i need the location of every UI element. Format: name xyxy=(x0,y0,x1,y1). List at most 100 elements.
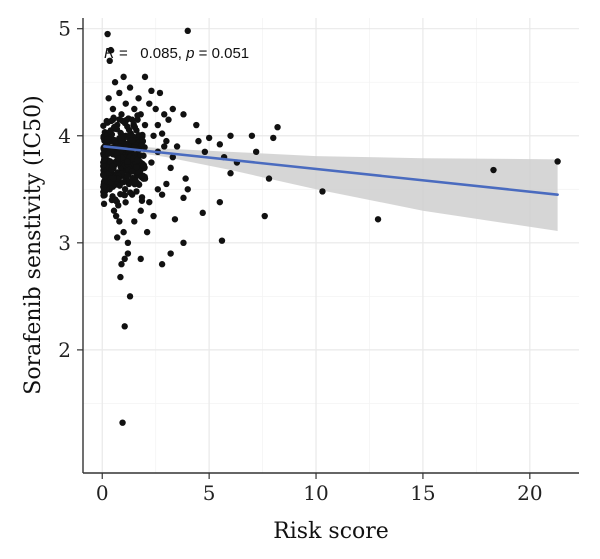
data-point xyxy=(167,164,174,172)
data-point xyxy=(126,84,134,91)
y-tick-label: 2 xyxy=(58,338,71,362)
data-point xyxy=(161,143,168,150)
data-point xyxy=(154,186,162,193)
data-point xyxy=(118,111,125,118)
data-point xyxy=(146,100,153,107)
data-point xyxy=(109,105,117,113)
data-point xyxy=(180,194,187,202)
data-point xyxy=(163,180,170,188)
data-point xyxy=(252,148,260,156)
data-point xyxy=(109,162,116,170)
data-point xyxy=(113,125,121,133)
data-point xyxy=(265,175,273,182)
data-point xyxy=(112,212,120,220)
data-point xyxy=(131,179,139,187)
data-point xyxy=(114,234,121,241)
data-point xyxy=(106,57,113,65)
r-value-text: = 0.085, xyxy=(115,45,186,62)
data-point xyxy=(122,100,129,107)
data-point xyxy=(118,134,125,141)
x-tick-label: 0 xyxy=(96,481,109,505)
data-point xyxy=(150,212,157,220)
data-point xyxy=(152,105,159,113)
data-point xyxy=(148,159,155,166)
data-point xyxy=(173,143,181,150)
r-symbol: R xyxy=(104,45,115,62)
data-point xyxy=(101,157,108,164)
data-point xyxy=(199,209,206,217)
data-point xyxy=(167,250,174,257)
data-point xyxy=(139,133,146,140)
data-point xyxy=(141,121,149,129)
data-point xyxy=(123,172,131,180)
data-point xyxy=(165,116,172,123)
data-point xyxy=(107,46,114,54)
data-point xyxy=(274,124,281,131)
data-point xyxy=(106,158,114,165)
data-point xyxy=(270,134,277,142)
data-point xyxy=(119,419,126,426)
data-point xyxy=(124,250,132,257)
data-point xyxy=(104,135,111,143)
data-point xyxy=(120,228,127,236)
data-point xyxy=(158,261,166,268)
data-point xyxy=(182,175,189,182)
data-point xyxy=(110,174,117,182)
data-point xyxy=(139,172,147,180)
data-point xyxy=(148,87,155,95)
data-point xyxy=(120,179,127,186)
x-tick-label: 20 xyxy=(517,481,542,505)
data-point xyxy=(218,237,226,244)
data-point xyxy=(134,156,141,164)
confidence-band-layer xyxy=(104,143,558,232)
data-point xyxy=(111,136,118,144)
data-point xyxy=(216,141,224,148)
data-point xyxy=(154,121,162,129)
data-point xyxy=(135,95,142,102)
data-point xyxy=(193,121,200,129)
data-point xyxy=(140,161,148,169)
x-tick-label: 5 xyxy=(203,481,216,505)
data-point xyxy=(374,216,382,223)
data-point xyxy=(100,200,108,208)
data-point xyxy=(111,79,119,86)
data-point xyxy=(227,170,234,177)
data-point xyxy=(121,255,128,263)
data-point xyxy=(105,150,112,157)
data-point xyxy=(319,188,326,195)
data-point xyxy=(128,168,136,175)
data-point xyxy=(184,186,191,193)
axes xyxy=(77,18,579,479)
x-tick-label: 10 xyxy=(303,481,328,505)
data-point xyxy=(195,137,202,145)
data-point xyxy=(126,293,134,300)
data-point xyxy=(114,155,121,162)
data-point xyxy=(103,117,110,125)
data-point xyxy=(118,261,125,268)
data-point xyxy=(156,89,164,97)
data-point xyxy=(134,112,141,119)
data-point xyxy=(227,132,234,139)
data-point xyxy=(106,128,114,135)
data-point xyxy=(121,191,128,199)
data-point xyxy=(104,30,111,38)
data-point xyxy=(490,166,497,174)
data-point xyxy=(117,273,124,281)
data-point xyxy=(143,228,151,236)
data-point xyxy=(180,239,187,247)
confidence-band xyxy=(104,143,558,232)
data-point xyxy=(101,191,108,199)
data-point xyxy=(133,164,140,171)
data-point xyxy=(116,89,123,97)
data-point xyxy=(158,130,166,137)
x-axis-title: Risk score xyxy=(273,519,389,544)
data-point xyxy=(171,216,179,223)
data-point xyxy=(261,212,268,220)
y-tick-label: 4 xyxy=(58,124,71,148)
data-point xyxy=(121,323,128,330)
data-point xyxy=(116,218,123,225)
data-point xyxy=(125,126,133,134)
grid xyxy=(83,18,579,473)
data-point xyxy=(105,95,112,102)
